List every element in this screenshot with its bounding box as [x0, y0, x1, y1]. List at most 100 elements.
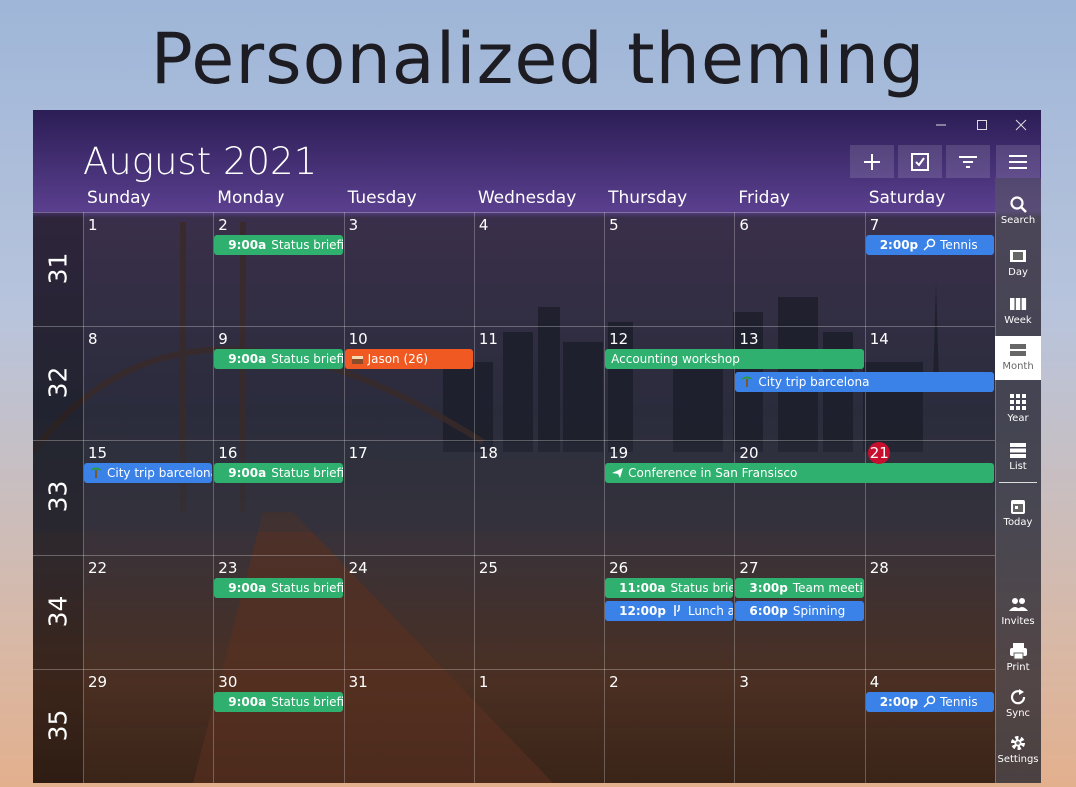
filter-button[interactable]: [946, 145, 990, 178]
event[interactable]: City trip barcelona: [735, 372, 994, 393]
day-number: 28: [869, 558, 889, 577]
sidebar: [995, 178, 1041, 783]
day-number: 2: [609, 672, 619, 691]
event-title: Status briefing: [271, 352, 343, 367]
grid-line: [33, 212, 995, 213]
event-title: Status briefing: [271, 580, 343, 595]
sidebar-label: Invites: [1001, 616, 1035, 627]
sidebar-label: Settings: [997, 754, 1039, 765]
event[interactable]: Jason (26): [344, 349, 473, 370]
event-title: City trip barcelona: [758, 375, 870, 390]
sidebar-item[interactable]: Invites: [995, 596, 1041, 627]
event[interactable]: 9:00a Status briefing: [214, 463, 343, 484]
event-title: Spinning: [792, 603, 846, 618]
grid-line: [864, 212, 866, 783]
grid-line: [33, 554, 995, 556]
day-number: 5: [609, 216, 619, 234]
sidebar-icon: [1010, 443, 1026, 458]
day-number: 14: [869, 330, 889, 349]
sidebar-item[interactable]: Month: [995, 336, 1041, 380]
sidebar-item[interactable]: Year: [995, 393, 1041, 424]
event-title: Accounting workshop: [611, 352, 740, 367]
event-title: Status briefing: [670, 580, 734, 595]
headline: Personalized theming: [150, 18, 926, 100]
event-icon: [351, 356, 363, 365]
event[interactable]: Accounting workshop: [605, 349, 864, 370]
event-time: 2:00p: [879, 238, 919, 252]
day-number: 29: [88, 672, 108, 691]
sidebar-label: Day: [1008, 267, 1028, 278]
day-number: 13: [739, 330, 759, 349]
grid-line: [33, 668, 995, 670]
day-number: 25: [478, 558, 498, 577]
event-time: 11:00a: [619, 580, 666, 595]
day-number: 17: [348, 444, 368, 463]
day-number: 30: [218, 672, 238, 691]
event[interactable]: 3:00p Team meeting: [735, 577, 864, 598]
grid-line: [83, 212, 84, 783]
sidebar-label: List: [1009, 461, 1027, 472]
day-number: 1: [478, 672, 489, 691]
grid-line: [33, 326, 995, 328]
event[interactable]: 2:00p Tennis: [865, 235, 994, 255]
window-controls[interactable]: [928, 115, 1041, 135]
sidebar-item[interactable]: Settings: [995, 734, 1041, 765]
day-number: 27: [739, 558, 759, 577]
grid-line: [343, 212, 345, 783]
week-number: 31: [43, 252, 73, 285]
day-number: 26: [609, 558, 629, 577]
event-icon: [742, 376, 753, 388]
week-number: 32: [43, 366, 73, 399]
event[interactable]: Conference in San Fransisco: [605, 463, 994, 484]
grid-line: [995, 212, 996, 783]
day-number: 7: [869, 216, 880, 234]
sidebar-item[interactable]: Sync: [995, 688, 1041, 719]
event[interactable]: 9:00a Status briefing: [214, 691, 343, 712]
week-column: [33, 212, 83, 783]
event[interactable]: 2:00p Tennis: [865, 691, 994, 712]
sidebar-item[interactable]: Search: [995, 195, 1041, 226]
task-button[interactable]: [898, 145, 942, 178]
event[interactable]: 12:00p Lunch at Pal: [605, 600, 734, 621]
event-title: Jason (26): [367, 352, 429, 367]
sidebar-item[interactable]: Week: [995, 295, 1041, 326]
event-title: Tennis: [940, 694, 978, 709]
day-number: 8: [88, 330, 98, 349]
event-title: Lunch at Pal: [687, 603, 734, 618]
add-button[interactable]: [850, 145, 894, 178]
day-number: 15: [88, 444, 108, 463]
event[interactable]: 6:00p Spinning: [735, 600, 864, 621]
event-title: Status briefing: [271, 466, 343, 481]
event[interactable]: 9:00a Status briefing: [214, 349, 343, 370]
day-number: 3: [348, 216, 359, 234]
sidebar-item[interactable]: Print: [995, 642, 1041, 673]
weekday-label: Friday: [738, 188, 790, 208]
day-number: 6: [739, 216, 749, 234]
day-number: 22: [88, 558, 108, 577]
event[interactable]: 9:00a Status briefing: [214, 235, 343, 255]
event-icon: [612, 468, 624, 479]
sidebar-label: Week: [1004, 315, 1032, 326]
event[interactable]: 11:00a Status briefing: [605, 577, 734, 598]
sidebar-item[interactable]: Day: [995, 247, 1041, 278]
day-number: 16: [218, 444, 238, 463]
day-number: 2: [218, 216, 228, 234]
menu-button[interactable]: [996, 145, 1040, 178]
event[interactable]: 9:00a Status briefing: [214, 577, 343, 598]
event[interactable]: City trip barcelona: [84, 463, 213, 484]
sidebar-icon: [1011, 500, 1025, 514]
sidebar-item[interactable]: List: [995, 441, 1041, 472]
sidebar-label: Search: [1000, 215, 1036, 226]
day-number: 1: [88, 216, 98, 234]
week-number: 35: [43, 709, 73, 742]
event-time: 2:00p: [879, 694, 919, 709]
event-icon: [923, 238, 936, 251]
weekday-label: Saturday: [868, 188, 946, 208]
sidebar-icon: [1010, 394, 1026, 410]
event-time: 9:00a: [228, 466, 267, 481]
day-number: 20: [739, 444, 759, 463]
event-time: 9:00a: [228, 238, 267, 252]
sidebar-item[interactable]: Today: [995, 497, 1041, 528]
sidebar-icon: [1008, 598, 1028, 611]
grid-line: [604, 212, 606, 783]
